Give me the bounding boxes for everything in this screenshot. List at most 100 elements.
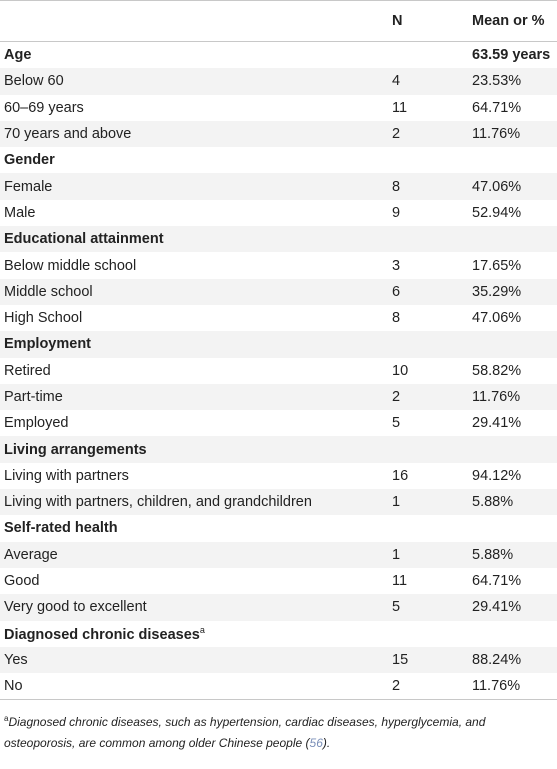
label-text: Employed bbox=[4, 415, 69, 432]
header-row: N Mean or % bbox=[0, 0, 557, 42]
mean-percent-cell: 35.29% bbox=[468, 278, 557, 305]
count-cell: 2 bbox=[388, 673, 468, 701]
mean-percent-cell: 58.82% bbox=[472, 362, 522, 379]
header-cell-n: N bbox=[388, 0, 468, 42]
row-label: Average bbox=[0, 541, 388, 568]
count-cell bbox=[388, 331, 468, 358]
section-label: Self-rated health bbox=[0, 515, 388, 541]
row-label: Good bbox=[0, 568, 388, 594]
count-cell: 16 bbox=[392, 467, 409, 484]
mean-percent-cell: 64.71% bbox=[472, 99, 522, 116]
count-cell bbox=[388, 42, 468, 69]
footnote-reference-link[interactable]: 56 bbox=[309, 736, 323, 751]
label-text: Male bbox=[4, 204, 36, 221]
section-label: Educational attainment bbox=[0, 226, 388, 253]
table-body: Age 63.59 years Below 60 4 23.53% 60–69 years… bbox=[0, 42, 557, 701]
mean-percent-cell: 11.76% bbox=[468, 120, 557, 148]
count-cell: 5 bbox=[388, 594, 468, 621]
row-label: 60–69 years bbox=[0, 95, 388, 121]
label-text: Very good to excellent bbox=[4, 599, 147, 616]
count-cell bbox=[388, 436, 468, 463]
label-text: Below middle school bbox=[4, 257, 137, 274]
row-label: Middle school bbox=[0, 278, 388, 305]
row-label: Below 60 bbox=[0, 68, 388, 95]
count-cell: 2 bbox=[388, 120, 468, 148]
row-label: Below middle school bbox=[0, 252, 388, 278]
row-label: Retired bbox=[0, 358, 388, 384]
table-row: Good 11 64.71% bbox=[0, 568, 557, 594]
label-text: Female bbox=[4, 178, 53, 195]
count-cell: 2 bbox=[388, 383, 468, 411]
count-cell: 15 bbox=[388, 646, 468, 674]
count-cell: 9 bbox=[392, 204, 401, 221]
section-row: Self-rated health bbox=[0, 515, 557, 541]
count-cell: 6 bbox=[388, 278, 468, 305]
count-cell bbox=[388, 515, 468, 541]
mean-percent-cell: 29.41% bbox=[468, 594, 557, 621]
section-label: Age bbox=[0, 42, 388, 69]
table-row: Retired 10 58.82% bbox=[0, 358, 557, 384]
row-label: High School bbox=[0, 305, 388, 331]
row-label: Very good to excellent bbox=[0, 594, 388, 621]
mean-percent-cell: 11.76% bbox=[468, 383, 557, 411]
mean-percent-cell bbox=[468, 436, 557, 463]
label-text: Below 60 bbox=[4, 73, 64, 90]
mean-percent-cell bbox=[468, 147, 557, 173]
table-header: N Mean or % bbox=[0, 0, 557, 42]
section-row: Living arrangements bbox=[0, 436, 557, 463]
mean-percent-cell: 29.41% bbox=[472, 415, 522, 432]
label-text: Employment bbox=[4, 336, 92, 353]
row-label: Part-time bbox=[0, 383, 388, 411]
mean-percent-cell: 94.12% bbox=[472, 467, 522, 484]
table-footnote: aDiagnosed chronic diseases, such as hyp… bbox=[0, 700, 557, 754]
section-row: Employment bbox=[0, 331, 557, 358]
table-row: Yes 15 88.24% bbox=[0, 646, 557, 674]
mean-percent-cell bbox=[468, 515, 557, 541]
label-text: Part-time bbox=[4, 389, 63, 405]
count-cell: 3 bbox=[392, 257, 401, 274]
count-cell bbox=[388, 621, 468, 647]
row-label: Living with partners, children, and gran… bbox=[0, 489, 388, 516]
table-row: 60–69 years 11 64.71% bbox=[0, 95, 557, 121]
section-label: Living arrangements bbox=[0, 436, 388, 463]
row-label: Male bbox=[0, 200, 388, 226]
label-text: Diagnosed chronic diseases bbox=[4, 626, 200, 643]
mean-percent-cell: 11.76% bbox=[468, 673, 557, 701]
mean-percent-cell: 5.88% bbox=[468, 489, 557, 516]
label-text: Retired bbox=[4, 362, 51, 379]
footnote-marker: a bbox=[4, 714, 9, 724]
table-row: Living with partners 16 94.12% bbox=[0, 463, 557, 489]
count-cell bbox=[388, 147, 468, 173]
table-row: Employed 5 29.41% bbox=[0, 410, 557, 436]
section-label: Gender bbox=[0, 147, 388, 173]
table-row: Male 9 52.94% bbox=[0, 200, 557, 226]
table-row: Very good to excellent 5 29.41% bbox=[0, 594, 557, 621]
row-label: Female bbox=[0, 173, 388, 200]
count-cell: 8 bbox=[392, 310, 401, 327]
label-text: Gender bbox=[4, 152, 55, 169]
section-label: Employment bbox=[0, 331, 388, 358]
footnote-text-end: ). bbox=[322, 736, 331, 751]
mean-percent-cell: 47.06% bbox=[468, 173, 557, 200]
row-label: Yes bbox=[0, 646, 388, 674]
table-row: Average 1 5.88% bbox=[0, 541, 557, 568]
table-row: Below 60 4 23.53% bbox=[0, 68, 557, 95]
section-row: Educational attainment bbox=[0, 226, 557, 253]
section-row: Diagnosed chronic diseasesa bbox=[0, 621, 557, 647]
count-cell bbox=[388, 226, 468, 253]
mean-percent-cell bbox=[468, 331, 557, 358]
row-label: No bbox=[0, 673, 388, 701]
label-text: Self-rated health bbox=[4, 520, 118, 537]
mean-percent-cell: 23.53% bbox=[468, 68, 557, 95]
row-label: Living with partners bbox=[0, 463, 388, 489]
table-row: Below middle school 3 17.65% bbox=[0, 252, 557, 278]
count-cell: 8 bbox=[388, 173, 468, 200]
count-cell: 11 bbox=[392, 573, 408, 590]
mean-percent-cell bbox=[468, 621, 557, 647]
label-text: 70 years and above bbox=[4, 126, 132, 143]
mean-percent-cell: 88.24% bbox=[468, 646, 557, 674]
table-row: Female 8 47.06% bbox=[0, 173, 557, 200]
mean-percent-cell: 17.65% bbox=[472, 257, 522, 274]
label-text: Middle school bbox=[4, 283, 93, 300]
